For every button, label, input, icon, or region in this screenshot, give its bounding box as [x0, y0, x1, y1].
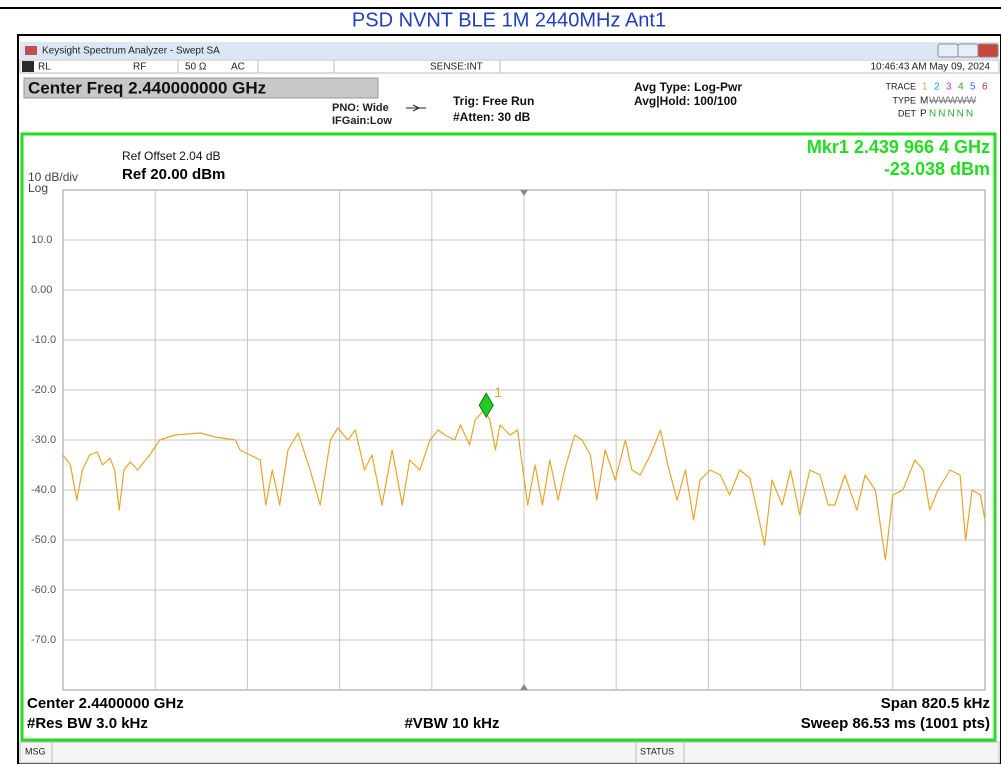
type-label: TYPE — [892, 95, 916, 105]
ref-offset: Ref Offset 2.04 dB — [122, 149, 221, 163]
lxi-icon — [22, 61, 34, 72]
sense: SENSE:INT — [430, 62, 483, 73]
avg-hold: Avg|Hold: 100/100 — [634, 94, 737, 108]
y-tick-label: 0.00 — [31, 284, 52, 296]
footer-vbw: #VBW 10 kHz — [404, 715, 499, 732]
close-button[interactable] — [977, 43, 999, 58]
plot-frame — [20, 132, 997, 742]
det-value: P — [920, 109, 927, 120]
footer-rbw: #Res BW 3.0 kHz — [27, 715, 148, 732]
center-tick — [520, 684, 528, 690]
msg: MSG — [25, 746, 46, 756]
marker-label: 1 — [494, 384, 502, 400]
trace-number: 3 — [946, 82, 952, 93]
y-tick-label: -30.0 — [31, 434, 56, 446]
type-rest: WWWWW — [929, 96, 977, 107]
marker — [478, 392, 494, 419]
title-bar — [20, 42, 999, 59]
marker-freq: Mkr1 2.439 966 4 GHz — [807, 137, 990, 157]
y-tick-label: -10.0 — [31, 334, 56, 346]
det-label: DET — [898, 108, 917, 118]
y-tick-label: -50.0 — [31, 534, 56, 546]
marker-amp: -23.038 dBm — [884, 159, 990, 179]
center-tick — [520, 190, 528, 196]
center-freq: Center Freq 2.440000000 GHz — [28, 78, 266, 97]
rf: RF — [133, 62, 146, 73]
datetime: 10:46:43 AM May 09, 2024 — [870, 62, 990, 73]
y-tick-label: -70.0 — [31, 634, 56, 646]
det-rest: NNNNN — [929, 109, 975, 120]
scale: 10 dB/div — [28, 170, 78, 184]
y-tick-label: -60.0 — [31, 584, 56, 596]
ref-level: Ref 20.00 dBm — [122, 166, 225, 183]
trace — [62, 409, 986, 561]
y-tick-label: 10.0 — [31, 234, 52, 246]
trace-number: 1 — [922, 82, 928, 93]
trace-number: 2 — [934, 82, 940, 93]
trace-number: 6 — [982, 82, 988, 93]
footer-center: Center 2.4400000 GHz — [27, 695, 184, 712]
page-title: PSD NVNT BLE 1M 2440MHz Ant1 — [352, 9, 666, 31]
trace-number: 5 — [970, 82, 976, 93]
status-row — [19, 59, 1000, 74]
trig: Trig: Free Run — [453, 94, 534, 108]
minimize-button[interactable] — [937, 43, 959, 58]
center-freq-box — [23, 77, 379, 99]
pno: PNO: Wide — [332, 102, 389, 114]
ifgain: IFGain:Low — [332, 115, 392, 127]
rl: RL — [38, 62, 51, 73]
maximize-button[interactable] — [957, 43, 979, 58]
avg-type: Avg Type: Log-Pwr — [634, 80, 742, 94]
type-value: M — [920, 96, 928, 107]
y-tick-label: -40.0 — [31, 484, 56, 496]
window-title: Keysight Spectrum Analyzer - Swept SA — [42, 46, 220, 57]
trace-label: TRACE — [885, 81, 916, 91]
scale-type: Log — [28, 181, 48, 195]
status: STATUS — [640, 746, 674, 756]
trigger-icon — [406, 104, 426, 112]
footer-sweep: Sweep 86.53 ms (1001 pts) — [801, 715, 990, 732]
app-icon — [25, 46, 37, 55]
trace-number: 4 — [958, 82, 964, 93]
footer-span: Span 820.5 kHz — [881, 695, 990, 712]
status-bar — [19, 741, 1000, 764]
coupling: AC — [231, 62, 245, 73]
impedance: 50 Ω — [185, 62, 207, 73]
y-tick-label: -20.0 — [31, 384, 56, 396]
atten: #Atten: 30 dB — [453, 110, 531, 124]
